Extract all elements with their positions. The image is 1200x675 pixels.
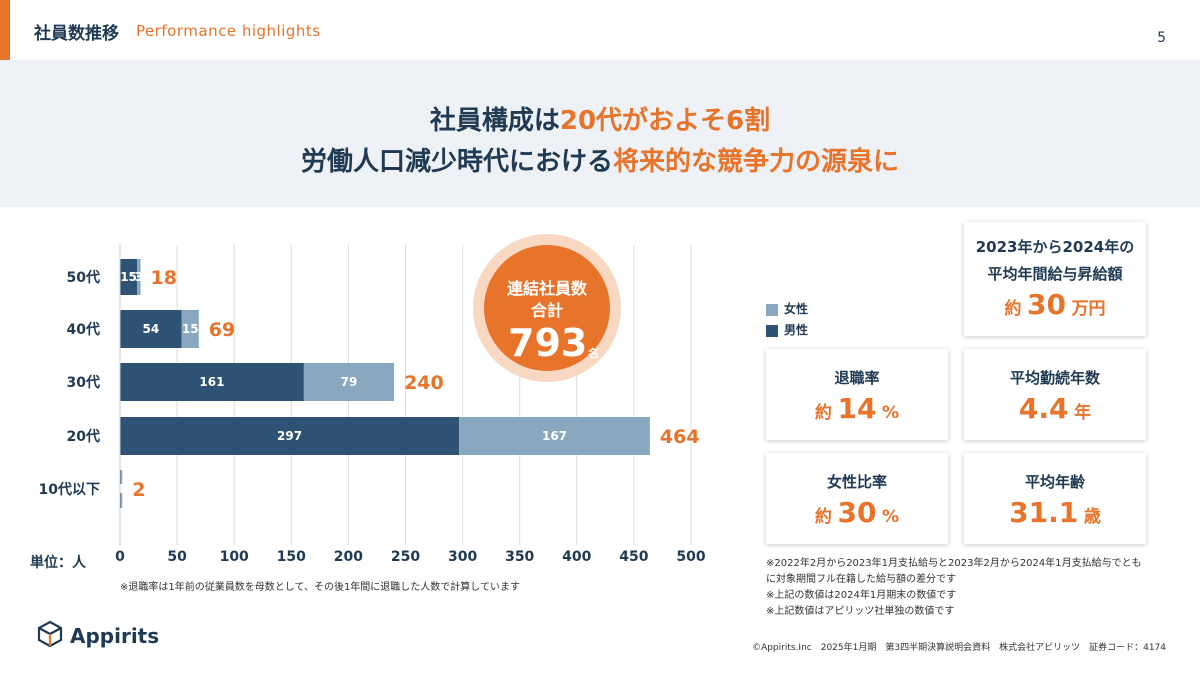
bar-segment-label: 15 bbox=[182, 322, 199, 336]
bar-segment-label: 3 bbox=[135, 270, 143, 284]
bar-segment bbox=[121, 470, 123, 508]
legend-label-male: 男性 bbox=[784, 323, 809, 337]
headline-2-highlight: 将来的な競争力の源泉に bbox=[613, 147, 900, 177]
header-accent-bar bbox=[0, 0, 10, 60]
y-tick-label: 30代 bbox=[67, 374, 100, 391]
female-ratio-prefix: 約 bbox=[814, 507, 832, 527]
page-number: 5 bbox=[1157, 30, 1166, 46]
x-tick-label: 300 bbox=[448, 549, 477, 565]
legend-item-male: 男性 bbox=[766, 321, 808, 338]
chart-unit-label: 単位：人 bbox=[30, 555, 86, 571]
x-tick-label: 0 bbox=[115, 549, 125, 565]
attrition-rate-card: 退職率 約 14 % bbox=[766, 349, 948, 440]
tenure-title: 平均勤続年数 bbox=[1009, 369, 1100, 387]
x-tick-label: 150 bbox=[277, 549, 306, 565]
legend-label-female: 女性 bbox=[784, 302, 809, 316]
x-tick-label: 500 bbox=[676, 549, 705, 565]
age-unit: 歳 bbox=[1083, 507, 1101, 527]
x-tick-label: 100 bbox=[220, 549, 249, 565]
salary-raise-card: 2023年から2024年の 平均年間給与昇給額 約 30 万円 bbox=[964, 222, 1146, 336]
x-tick-label: 250 bbox=[391, 549, 420, 565]
salary-raise-value: 30 bbox=[1027, 288, 1066, 321]
x-tick-label: 200 bbox=[334, 549, 363, 565]
x-tick-label: 50 bbox=[167, 549, 187, 565]
right-notes: ※2022年2月から2023年1月支払給与と2023年2月から2024年1月支払… bbox=[766, 556, 1142, 620]
age-title: 平均年齢 bbox=[1024, 473, 1085, 491]
female-ratio-unit: % bbox=[882, 507, 900, 527]
bar-segment-label: 79 bbox=[341, 375, 358, 389]
right-note-line: に対象期間フル在籍した給与額の差分です bbox=[766, 574, 956, 585]
headline-1-plain: 社員構成は bbox=[429, 106, 560, 136]
bar-segment bbox=[303, 363, 395, 401]
bar-segment-label: 1 bbox=[116, 482, 124, 496]
bar-segment bbox=[181, 310, 199, 348]
salary-raise-title-1: 2023年から2024年の bbox=[975, 238, 1135, 256]
bar-segment-label: 297 bbox=[277, 429, 302, 443]
legend-swatch-male bbox=[766, 324, 778, 337]
bar-segment-label: 167 bbox=[542, 429, 567, 443]
salary-raise-prefix: 約 bbox=[1004, 299, 1022, 319]
tenure-value: 4.4 bbox=[1018, 392, 1069, 425]
total-circle-label-1: 連結社員数 bbox=[506, 279, 587, 298]
x-tick-label: 350 bbox=[505, 549, 534, 565]
total-employees-circle: 連結社員数 合計 793 名 bbox=[484, 245, 610, 371]
bar-segment-label: 1 bbox=[118, 482, 126, 496]
female-ratio-title: 女性比率 bbox=[826, 473, 887, 491]
bar-segment-label: 161 bbox=[199, 375, 224, 389]
attrition-prefix: 約 bbox=[814, 403, 832, 423]
average-tenure-card: 平均勤続年数 4.4 年 bbox=[964, 349, 1146, 440]
salary-raise-unit: 万円 bbox=[1071, 299, 1106, 319]
bar-segment bbox=[120, 259, 138, 295]
headline-1-highlight: 20代がおよそ6割 bbox=[559, 106, 771, 136]
total-circle-label-2: 合計 bbox=[530, 301, 563, 320]
right-note-line: ※上記の数値は2024年1月期末の数値です bbox=[766, 590, 957, 601]
age-value: 31.1 bbox=[1009, 496, 1079, 529]
y-tick-label: 40代 bbox=[67, 321, 100, 338]
bar-segment bbox=[120, 417, 460, 455]
headline-2-plain: 労働人口減少時代における bbox=[300, 147, 613, 177]
section-subtitle: Performance highlights bbox=[136, 22, 321, 40]
bar-segment bbox=[459, 417, 650, 455]
attrition-unit: % bbox=[882, 403, 900, 423]
right-note-line: ※2022年2月から2023年1月支払給与と2023年2月から2024年1月支払… bbox=[766, 558, 1142, 569]
total-employees-unit: 名 bbox=[588, 347, 599, 360]
bar-segment bbox=[137, 259, 141, 295]
appirits-logo-icon bbox=[37, 620, 63, 648]
headline-line-2: 労働人口減少時代における将来的な競争力の源泉に bbox=[0, 141, 1200, 178]
bar-total-label: 69 bbox=[209, 319, 235, 341]
bar-total-label: 18 bbox=[151, 267, 177, 289]
y-tick-label: 20代 bbox=[67, 428, 100, 445]
bar-segment bbox=[120, 363, 304, 401]
y-tick-label: 10代以下 bbox=[39, 481, 100, 498]
x-tick-label: 400 bbox=[562, 549, 591, 565]
legend-item-female: 女性 bbox=[766, 300, 808, 317]
attrition-title: 退職率 bbox=[834, 369, 880, 387]
bar-segment bbox=[120, 470, 122, 508]
bar-total-label: 2 bbox=[132, 479, 145, 501]
x-tick-label: 450 bbox=[619, 549, 648, 565]
attrition-footnote: ※退職率は1年前の従業員数を母数として、その後1年間に退職した人数で計算していま… bbox=[120, 582, 521, 593]
legend-swatch-female bbox=[766, 303, 778, 316]
salary-raise-title-2: 平均年間給与昇給額 bbox=[987, 265, 1123, 283]
y-tick-label: 50代 bbox=[67, 269, 100, 286]
footer-copyright: ©Appirits.Inc 2025年1月期 第3四半期決算説明会資料 株式会社… bbox=[752, 643, 1166, 653]
female-ratio-value: 30 bbox=[837, 496, 877, 529]
section-title: 社員数推移 bbox=[34, 24, 119, 44]
average-age-card: 平均年齢 31.1 歳 bbox=[964, 453, 1146, 544]
bar-segment-label: 54 bbox=[142, 322, 159, 336]
bar-segment-label: 15 bbox=[120, 270, 137, 284]
right-note-line: ※上記数値はアピリッツ社単独の数値です bbox=[766, 606, 955, 617]
attrition-value: 14 bbox=[837, 392, 877, 425]
female-ratio-card: 女性比率 約 30 % bbox=[766, 453, 948, 544]
bar-segment bbox=[120, 310, 182, 348]
total-employees-value: 793 bbox=[508, 321, 588, 365]
bar-total-label: 240 bbox=[404, 372, 444, 394]
headline-line-1: 社員構成は20代がおよそ6割 bbox=[0, 100, 1200, 137]
tenure-unit: 年 bbox=[1074, 403, 1092, 423]
bar-total-label: 464 bbox=[660, 426, 700, 448]
appirits-logo-text: Appirits bbox=[70, 624, 160, 648]
headline-banner bbox=[0, 60, 1200, 207]
